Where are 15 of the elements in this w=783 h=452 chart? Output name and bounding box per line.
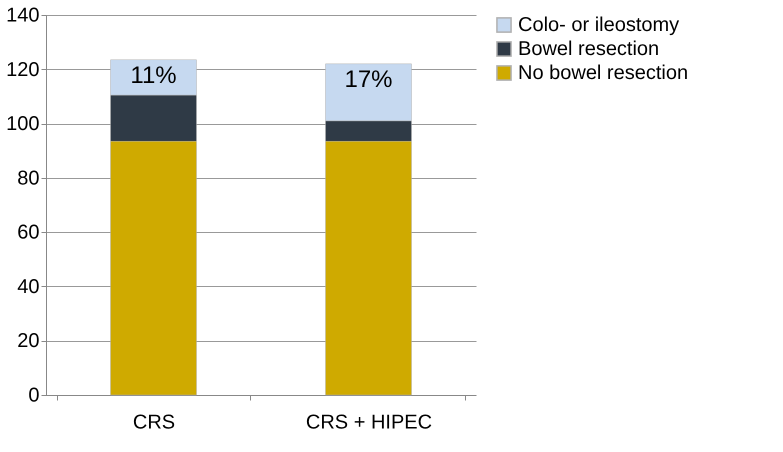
y-tick-label: 140 xyxy=(6,4,40,26)
annotation: 17% xyxy=(344,66,393,93)
x-tick-label: CRS + HIPEC xyxy=(306,412,432,434)
annotation: 11% xyxy=(130,62,177,89)
y-tick-label: 40 xyxy=(17,276,40,298)
y-tick-label: 60 xyxy=(17,222,40,244)
y-tick-label: 120 xyxy=(6,58,40,81)
legend-label: No bowel resection xyxy=(518,62,688,84)
y-tick-label: 80 xyxy=(17,167,40,190)
legend-label: Colo- or ileostomy xyxy=(518,14,680,36)
y-tick-label: 0 xyxy=(28,384,40,406)
y-tick-label: 20 xyxy=(17,330,40,352)
legend-label: Bowel resection xyxy=(518,38,660,60)
y-tick-label: 100 xyxy=(6,113,40,136)
x-tick-label: CRS xyxy=(132,412,176,434)
